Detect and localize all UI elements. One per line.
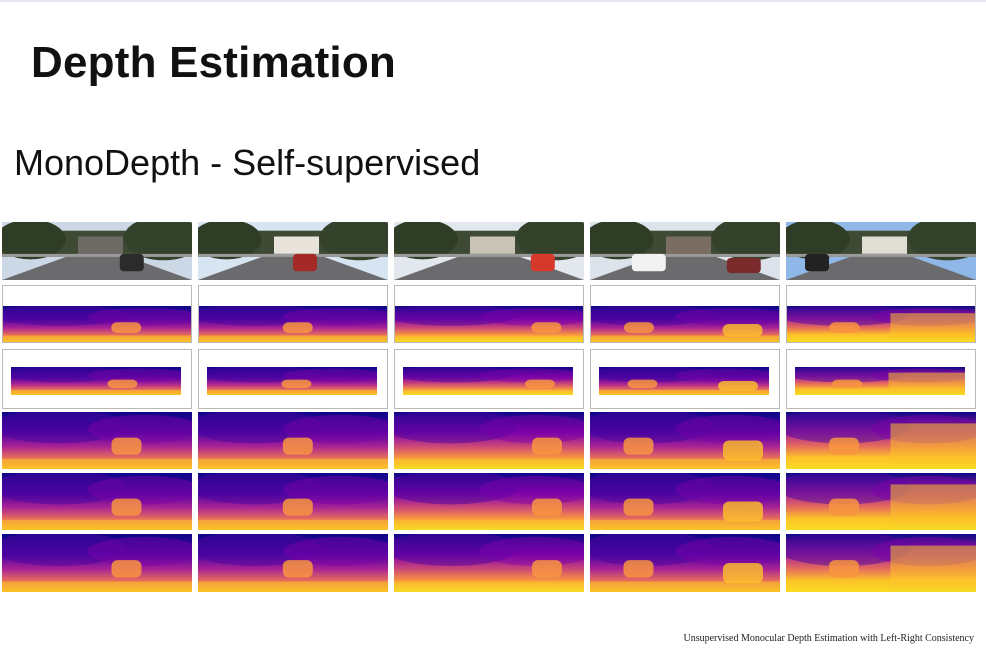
depth-map bbox=[590, 412, 780, 469]
depth-map-framed bbox=[786, 349, 976, 409]
depth-map bbox=[198, 473, 388, 530]
depth-map-framed bbox=[394, 349, 584, 409]
depth-map-framed bbox=[198, 349, 388, 409]
depth-map-framed bbox=[590, 349, 780, 409]
depth-map-framed bbox=[198, 285, 388, 343]
depth-map bbox=[394, 473, 584, 530]
depth-results-figure bbox=[2, 222, 976, 594]
slide-subtitle: MonoDepth - Self-supervised bbox=[14, 142, 481, 183]
depth-map bbox=[394, 534, 584, 592]
paper-citation: Unsupervised Monocular Depth Estimation … bbox=[683, 633, 974, 644]
input-photo bbox=[786, 222, 976, 280]
depth-map-framed bbox=[2, 349, 192, 409]
input-photo bbox=[590, 222, 780, 280]
depth-map bbox=[198, 534, 388, 592]
depth-map bbox=[394, 412, 584, 469]
depth-map-framed bbox=[394, 285, 584, 343]
depth-map bbox=[786, 412, 976, 469]
depth-map bbox=[2, 473, 192, 530]
depth-map bbox=[590, 534, 780, 592]
depth-map bbox=[786, 534, 976, 592]
depth-map-framed bbox=[786, 285, 976, 343]
slide-title: Depth Estimation bbox=[31, 38, 396, 87]
depth-map-framed bbox=[590, 285, 780, 343]
depth-map-framed bbox=[2, 285, 192, 343]
depth-map bbox=[2, 412, 192, 469]
depth-map bbox=[198, 412, 388, 469]
depth-map bbox=[786, 473, 976, 530]
depth-map bbox=[2, 534, 192, 592]
input-photo bbox=[198, 222, 388, 280]
depth-map bbox=[590, 473, 780, 530]
input-photo bbox=[2, 222, 192, 280]
top-divider bbox=[0, 0, 986, 2]
input-photo bbox=[394, 222, 584, 280]
